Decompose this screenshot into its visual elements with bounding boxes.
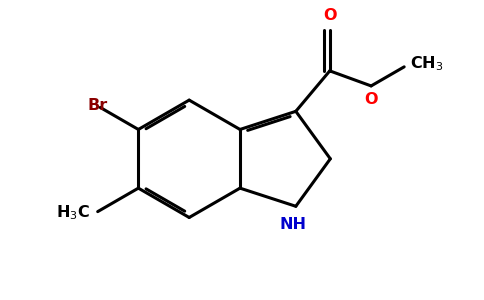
Text: CH$_3$: CH$_3$ — [410, 55, 443, 73]
Text: NH: NH — [279, 217, 306, 232]
Text: Br: Br — [88, 98, 108, 113]
Text: O: O — [323, 8, 336, 23]
Text: H$_3$C: H$_3$C — [56, 204, 90, 222]
Text: O: O — [364, 92, 378, 107]
